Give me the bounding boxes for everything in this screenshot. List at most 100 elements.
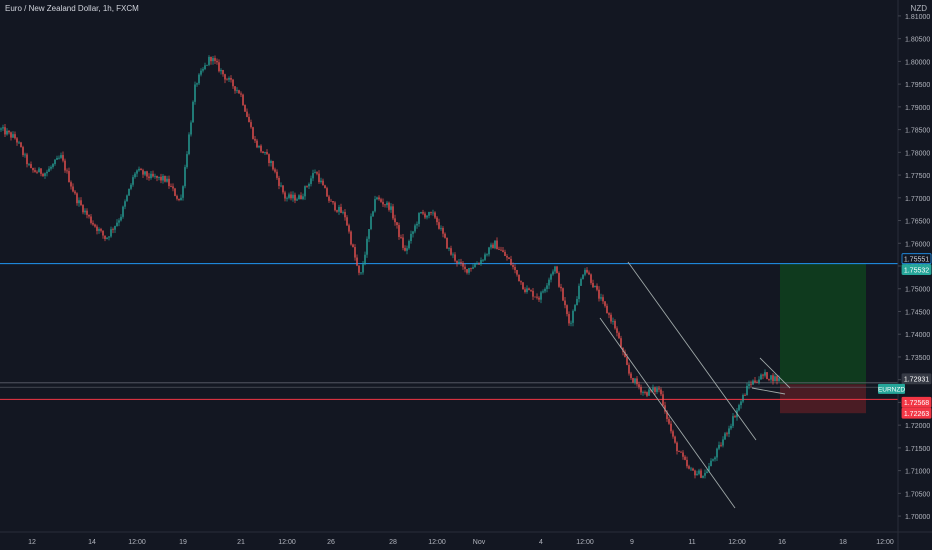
candle-body: [506, 255, 508, 258]
price-tick-label: 1.70500: [905, 491, 930, 498]
candle-body: [454, 254, 456, 261]
candle-body: [632, 378, 634, 383]
candle-body: [356, 257, 358, 266]
candle-body: [546, 285, 548, 289]
price-tick-label: 1.79000: [905, 105, 930, 112]
price-tick-label: 1.70000: [905, 514, 930, 521]
candle-body: [562, 288, 564, 301]
candle-body: [770, 375, 772, 380]
candle-body: [86, 210, 88, 215]
candle-body: [30, 164, 32, 169]
candle-body: [38, 168, 40, 173]
candle-body: [174, 188, 176, 196]
time-tick-label: 4: [539, 539, 543, 546]
candle-body: [158, 176, 160, 178]
candle-body: [420, 212, 422, 214]
candle-body: [406, 248, 408, 251]
candle-body: [606, 305, 608, 314]
candle-body: [762, 374, 764, 376]
candle-body: [118, 220, 120, 223]
candle-body: [534, 296, 536, 298]
candle-body: [178, 198, 180, 201]
candle-body: [714, 457, 716, 460]
candle-body: [384, 204, 386, 206]
candle-body: [396, 222, 398, 226]
candle-body: [682, 452, 684, 457]
candle-body: [494, 240, 496, 249]
candle-body: [554, 266, 556, 272]
candle-body: [322, 180, 324, 186]
candle-body: [648, 389, 650, 396]
candle-body: [618, 332, 620, 339]
candle-body: [148, 176, 150, 179]
candle-body: [592, 282, 594, 288]
candle-body: [434, 212, 436, 218]
candle-body: [54, 159, 56, 165]
candle-body: [452, 254, 454, 256]
time-tick-label: 19: [179, 539, 187, 546]
candle-body: [382, 201, 384, 205]
candle-body: [472, 267, 474, 269]
candle-body: [262, 151, 264, 154]
candle-body: [220, 70, 222, 72]
candle-body: [284, 192, 286, 199]
candle-body: [302, 196, 304, 199]
chart-title: Euro / New Zealand Dollar, 1h, FXCM: [5, 4, 139, 13]
stop-zone-badge: [901, 407, 932, 419]
candle-body: [724, 433, 726, 440]
target-badge: [901, 264, 932, 275]
candle-body: [306, 186, 308, 188]
candle-body: [380, 199, 382, 202]
candle-body: [102, 230, 104, 236]
price-tick-label: 1.77500: [905, 173, 930, 180]
candle-body: [2, 127, 4, 129]
price-tick-label: 1.71000: [905, 469, 930, 476]
candle-body: [338, 206, 340, 212]
candle-body: [134, 173, 136, 178]
candle-body: [82, 205, 84, 213]
candle-body: [104, 235, 106, 239]
candle-body: [602, 297, 604, 302]
candle-body: [272, 161, 274, 170]
candle-body: [70, 182, 72, 187]
time-tick-label: 12:00: [128, 539, 146, 546]
candle-body: [236, 90, 238, 92]
candle-body: [286, 197, 288, 199]
candle-body: [612, 320, 614, 322]
price-tick-label: 1.77000: [905, 196, 930, 203]
candle-body: [116, 222, 118, 226]
candle-body: [508, 257, 510, 259]
candle-body: [266, 152, 268, 155]
candle-body: [776, 376, 778, 381]
price-axis[interactable]: 1.81000 1.80500 1.80000 1.79500 1.79000 1.785…: [897, 0, 930, 550]
time-axis[interactable]: 12 14 12:00 19 21 12:00 26 28 12:00 Nov 4 12:00 9 11 1…: [0, 531, 932, 546]
candle-body: [638, 384, 640, 387]
stop-zone: [780, 384, 866, 414]
candle-body: [690, 468, 692, 470]
candle-body: [92, 222, 94, 225]
candle-body: [728, 428, 730, 434]
candle-body: [636, 378, 638, 385]
candle-body: [160, 176, 162, 181]
candle-body: [152, 173, 154, 177]
candle-body: [696, 473, 698, 476]
candle-body: [248, 116, 250, 123]
candle-body: [278, 177, 280, 186]
candle-body: [742, 395, 744, 402]
candle-body: [128, 188, 130, 196]
candle-body: [40, 168, 42, 174]
candle-body: [130, 184, 132, 189]
candle-body: [530, 290, 532, 291]
candle-body: [172, 186, 174, 189]
candle-body: [596, 285, 598, 290]
candle-body: [204, 65, 206, 70]
candle-body: [76, 193, 78, 204]
candle-body: [208, 56, 210, 65]
candle-body: [292, 194, 294, 199]
candle-body: [196, 83, 198, 85]
candle-body: [624, 351, 626, 358]
candle-body: [230, 78, 232, 80]
candle-body: [456, 260, 458, 264]
candle-body: [630, 373, 632, 379]
